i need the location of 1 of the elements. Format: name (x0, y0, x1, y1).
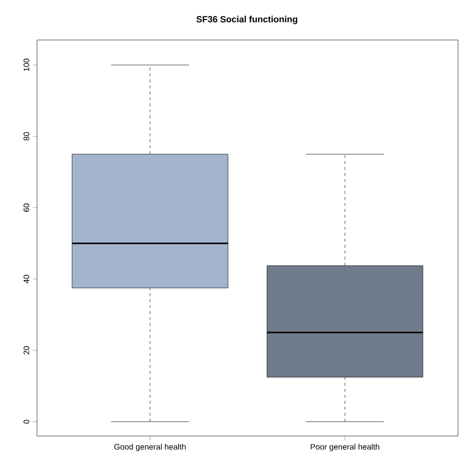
chart-title: SF36 Social functioning (196, 16, 298, 24)
